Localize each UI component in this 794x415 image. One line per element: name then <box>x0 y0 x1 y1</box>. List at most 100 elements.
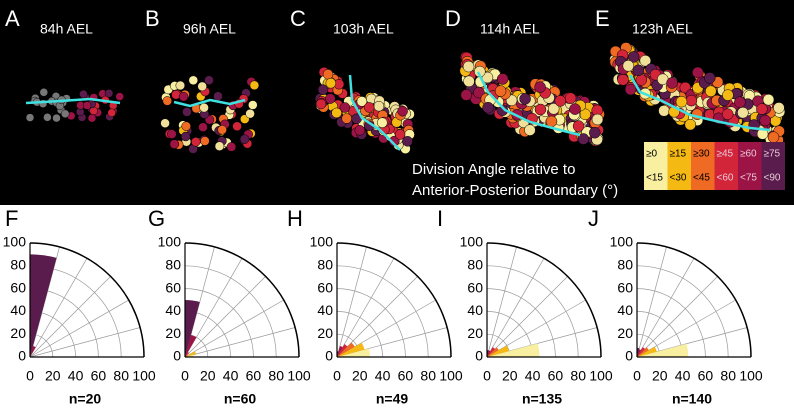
wedge <box>185 300 200 357</box>
x-tick-label: 20 <box>352 368 368 384</box>
cell-dot <box>169 139 180 149</box>
x-tick-label: 80 <box>570 368 586 384</box>
grid-spoke <box>184 276 266 358</box>
wedge <box>637 347 649 357</box>
cell-dot <box>394 129 406 140</box>
r-tick-label: 100 <box>310 234 334 250</box>
boundary-line <box>476 71 581 137</box>
cell-dot <box>666 77 678 89</box>
cell-dot <box>402 136 413 147</box>
cell-dot <box>721 108 734 120</box>
cell-dot <box>43 113 52 122</box>
boundary-lines <box>25 71 771 151</box>
outer-arc <box>184 242 300 358</box>
cell-dot <box>632 64 645 77</box>
x-tick-label: 0 <box>181 368 189 384</box>
grid-spoke <box>184 299 284 358</box>
cell-dot <box>705 85 717 97</box>
outer-arc <box>486 242 602 358</box>
panel-title: 84h AEL <box>40 21 93 37</box>
wedge <box>337 345 343 357</box>
cell-dot <box>684 118 697 131</box>
cell-dot <box>722 89 734 101</box>
top-labels: A 84h AEL B 96h AEL C 103h AEL D 114h AEL E 123h … <box>5 6 693 37</box>
wedge <box>637 343 689 357</box>
wedge <box>487 347 499 357</box>
cell-dot <box>524 124 536 136</box>
cell-dot <box>248 100 258 110</box>
r-tick-label: 40 <box>10 302 26 318</box>
chart-title: n=135 <box>522 391 562 407</box>
legend-label: ≥15 <box>670 149 687 160</box>
cell-dot <box>554 95 567 107</box>
boundary-line <box>348 74 401 151</box>
x-tick-label: 20 <box>200 368 216 384</box>
cell-dot <box>762 93 775 106</box>
r-tick-label: 20 <box>317 325 333 341</box>
x-tick-label: 0 <box>26 368 34 384</box>
cell-dot <box>325 93 336 104</box>
outer-arc <box>336 242 452 358</box>
grid-spoke <box>29 327 141 358</box>
legend: Division Angle relative to Anterior-Poste… <box>412 142 785 199</box>
r-tick-label: 100 <box>158 234 182 250</box>
x-tick-label: 20 <box>652 368 668 384</box>
cell-dot <box>675 95 688 108</box>
wedge <box>185 334 197 357</box>
panel-letter: G <box>148 206 165 231</box>
cell-dot <box>569 103 581 115</box>
r-tick-label: 20 <box>10 325 26 341</box>
wedge <box>487 343 540 357</box>
wedge <box>337 344 348 357</box>
grid-spoke <box>636 258 695 358</box>
cell-dot <box>162 96 173 106</box>
r-tick-label: 0 <box>18 348 26 364</box>
cell-dot <box>249 80 260 91</box>
boundary-line <box>628 74 771 132</box>
cell-dot <box>25 113 35 122</box>
r-tick-label: 20 <box>165 325 181 341</box>
cell-dot <box>737 106 749 119</box>
cell-dot <box>734 96 746 108</box>
cell-dot <box>564 92 577 104</box>
cell-dot <box>759 114 771 127</box>
panel-letter: B <box>145 6 160 31</box>
legend-swatch <box>738 142 762 190</box>
panel-title: 103h AEL <box>333 21 394 37</box>
cell-dot <box>397 105 408 117</box>
x-tick-label: 80 <box>268 368 284 384</box>
cell-dot <box>773 102 785 114</box>
polar-charts: 002020404060608080100100Fn=2000202040406… <box>3 206 763 407</box>
panel-letter: F <box>5 206 18 231</box>
grid-spoke <box>486 276 568 358</box>
r-tick-label: 60 <box>617 279 633 295</box>
cell-dot <box>354 125 366 136</box>
x-tick-label: 60 <box>398 368 414 384</box>
legend-label: <30 <box>670 173 687 184</box>
r-tick-label: 40 <box>467 302 483 318</box>
r-tick-label: 60 <box>10 279 26 295</box>
cell-dot <box>341 113 352 124</box>
wedge <box>185 352 190 357</box>
cell-dot <box>363 102 375 113</box>
r-tick-label: 0 <box>325 348 333 364</box>
r-tick-label: 80 <box>617 257 633 273</box>
r-tick-label: 80 <box>467 257 483 273</box>
r-tick-label: 60 <box>467 279 483 295</box>
legend-swatch <box>761 142 785 190</box>
r-tick-label: 80 <box>165 257 181 273</box>
cell-dot <box>460 89 473 101</box>
cell-dot <box>79 89 88 99</box>
cell-dot <box>356 96 368 107</box>
cell-dot <box>197 81 207 92</box>
cell-dot <box>317 84 329 95</box>
r-tick-label: 60 <box>165 279 181 295</box>
cell-dot <box>685 94 698 107</box>
wedge <box>185 351 197 357</box>
grid-spoke <box>184 258 243 358</box>
cell-dot <box>82 101 92 110</box>
